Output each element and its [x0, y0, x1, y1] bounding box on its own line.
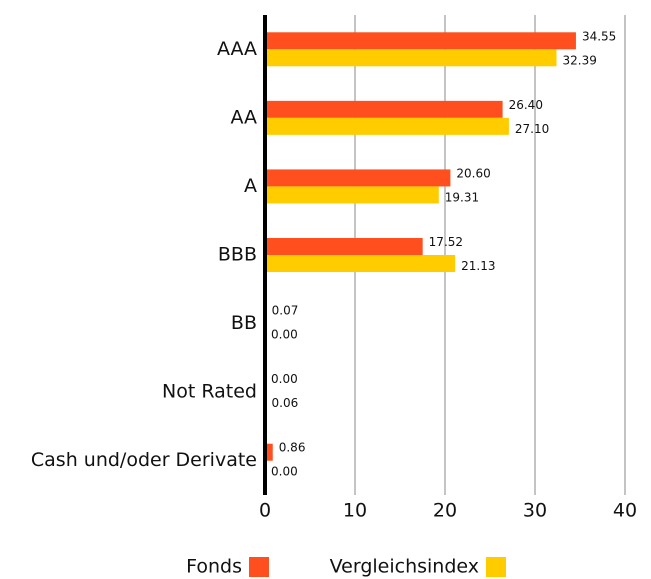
bar: [265, 169, 451, 187]
y-tick-label: Not Rated: [162, 381, 257, 403]
value-label: 0.00: [271, 328, 298, 342]
x-tick-label: 40: [613, 500, 637, 522]
legend-label: Vergleichsindex: [330, 556, 479, 578]
legend-swatch: [249, 557, 269, 577]
value-label: 19.31: [445, 190, 479, 204]
x-tick-label: 0: [259, 500, 271, 522]
value-label: 0.00: [271, 465, 298, 479]
value-label: 0.06: [272, 396, 299, 410]
y-tick-label: Cash und/oder Derivate: [31, 449, 257, 471]
bar: [265, 117, 509, 135]
value-label: 27.10: [515, 122, 549, 136]
y-tick-label: BB: [231, 312, 257, 334]
value-label: 20.60: [456, 166, 490, 180]
x-tick-label: 20: [433, 500, 457, 522]
y-tick-label: AA: [230, 106, 257, 128]
y-tick-label: AAA: [217, 38, 257, 60]
value-label: 21.13: [461, 259, 495, 273]
value-label: 0.00: [271, 372, 298, 386]
legend-label: Fonds: [186, 556, 242, 578]
value-label: 0.07: [272, 304, 299, 318]
bar: [265, 238, 423, 255]
bar: [265, 100, 503, 118]
bar: [265, 32, 576, 50]
value-label: 26.40: [509, 98, 543, 112]
value-label: 17.52: [429, 235, 463, 249]
bar: [265, 49, 557, 67]
x-tick-label: 10: [343, 500, 367, 522]
y-tick-label: A: [244, 175, 257, 197]
value-label: 0.86: [279, 441, 306, 455]
bar: [265, 255, 456, 272]
y-tick-label: BBB: [218, 244, 257, 266]
value-label: 34.55: [582, 29, 616, 43]
x-tick-label: 30: [523, 500, 547, 522]
bar: [265, 186, 439, 204]
legend-swatch: [486, 557, 506, 577]
bar: [265, 443, 273, 461]
value-label: 32.39: [563, 53, 597, 67]
